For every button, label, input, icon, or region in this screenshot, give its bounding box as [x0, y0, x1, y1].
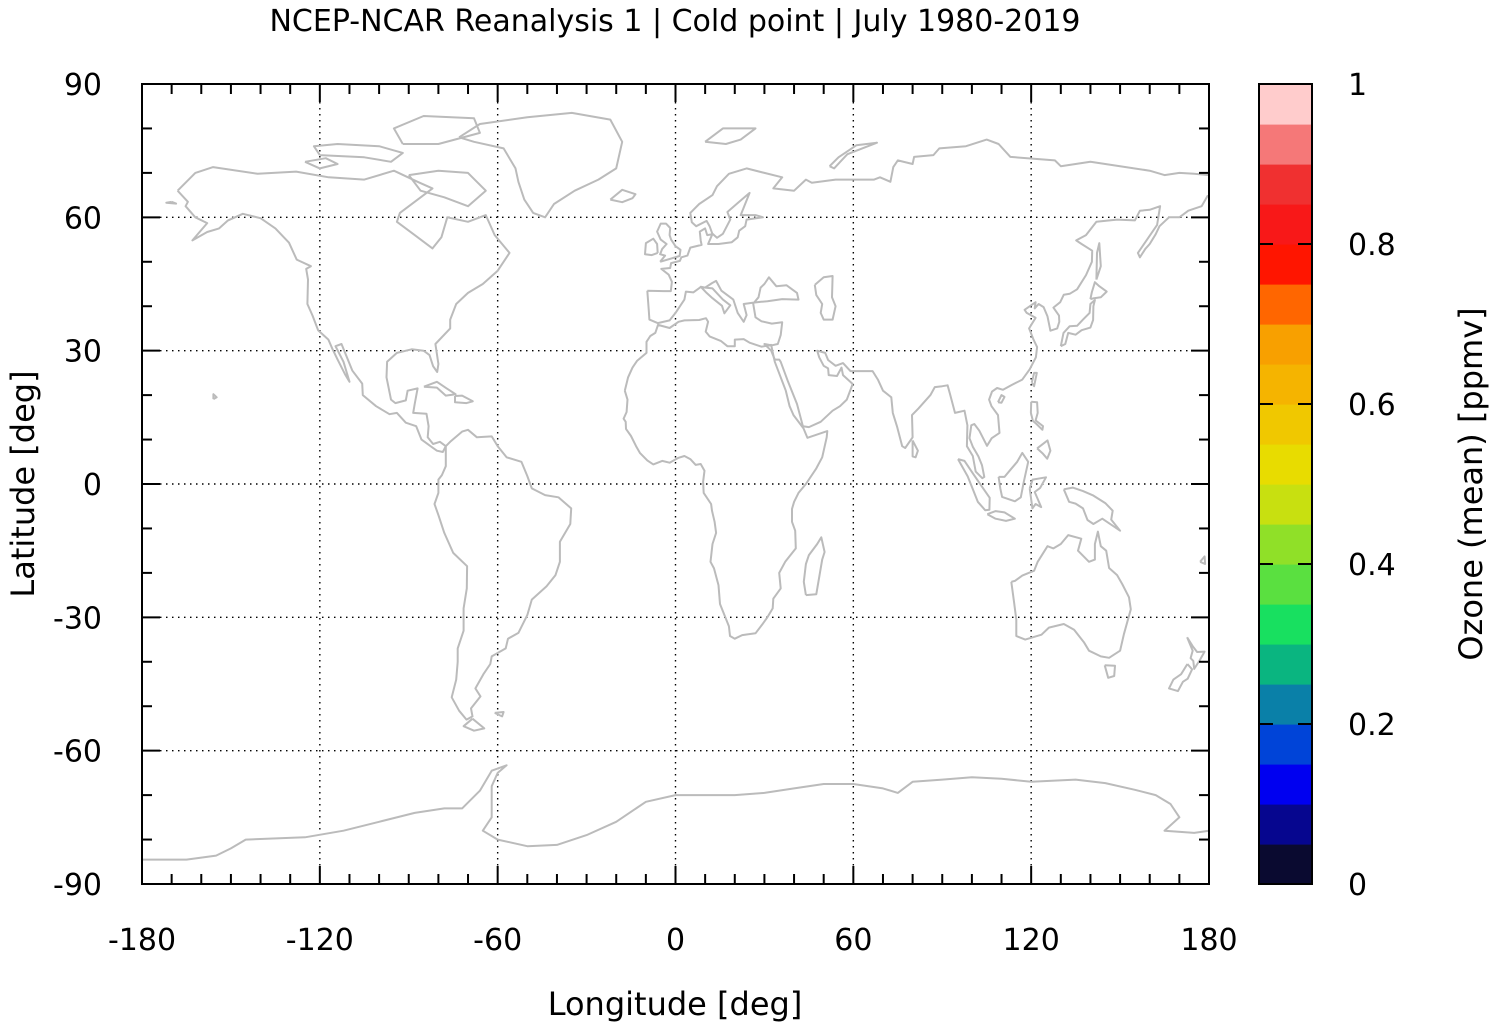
x-tick-labels: -180 -120 -60 0 60 120 180: [108, 923, 1238, 958]
y-tick-label: -90: [53, 868, 102, 903]
coastline: [312, 143, 404, 163]
colorbar-segment: [1259, 164, 1312, 205]
y-tick-label: -30: [53, 601, 102, 636]
coastline: [1168, 663, 1194, 693]
colorbar: [1259, 84, 1312, 885]
coastline: [1059, 299, 1096, 348]
x-tick-label: -120: [286, 923, 354, 958]
colorbar-tick-labels: 0 0.2 0.4 0.6 0.8 1: [1348, 68, 1396, 903]
y-tick-label: 30: [64, 335, 102, 370]
coastline: [656, 222, 682, 263]
coastline: [165, 200, 178, 205]
coastline: [986, 510, 1016, 522]
coastline: [707, 191, 764, 245]
colorbar-segment: [1259, 124, 1312, 165]
coastlines: [142, 111, 1210, 861]
coastline: [212, 393, 218, 400]
colorbar-label: Ozone (mean) [ppmv]: [1452, 307, 1490, 660]
colorbar-segment: [1259, 724, 1312, 765]
y-axis-label: Latitude [deg]: [4, 370, 42, 597]
coastline: [1089, 281, 1108, 301]
colorbar-segment: [1259, 204, 1312, 245]
coastline: [1199, 555, 1207, 565]
colorbar-segment: [1259, 484, 1312, 525]
y-tick-label: -60: [53, 735, 102, 770]
x-tick-label: 60: [834, 923, 872, 958]
colorbar-segment: [1259, 644, 1312, 685]
colorbar-segment: [1259, 404, 1312, 445]
coastline: [423, 380, 457, 397]
coastline: [433, 428, 573, 721]
coastline: [1103, 664, 1116, 679]
coastline: [609, 188, 637, 204]
y-tick-label: 0: [83, 468, 102, 503]
coastline: [813, 275, 837, 321]
coastline: [704, 127, 757, 145]
coastline: [1036, 439, 1052, 460]
colorbar-tick-label: 0.6: [1348, 388, 1396, 423]
coastline: [622, 317, 829, 640]
chart-title: NCEP-NCAR Reanalysis 1 | Cold point | Ju…: [269, 4, 1080, 39]
coastline: [1029, 400, 1044, 431]
colorbar-tick-label: 0.2: [1348, 708, 1396, 743]
coastline: [644, 237, 659, 257]
coastline: [142, 764, 1210, 861]
coastline: [458, 111, 624, 219]
colorbar-segment: [1259, 284, 1312, 325]
coastline: [408, 169, 487, 208]
coastline: [454, 394, 474, 405]
x-tick-label: 180: [1180, 923, 1237, 958]
coastline: [1028, 476, 1047, 510]
y-tick-label: 60: [64, 201, 102, 236]
coastline: [494, 711, 505, 718]
coastline: [828, 141, 878, 170]
coastline: [957, 458, 991, 512]
colorbar-tick-label: 0: [1348, 868, 1367, 903]
coastline: [1062, 486, 1122, 532]
coastline: [1095, 242, 1102, 280]
x-tick-label: -180: [108, 923, 176, 958]
colorbar-segment: [1259, 844, 1312, 885]
coastline: [1186, 636, 1206, 670]
coastline: [646, 138, 1210, 480]
x-tick-label: 0: [666, 923, 685, 958]
coastline: [176, 166, 511, 453]
coastline: [802, 536, 826, 597]
coastline: [911, 439, 919, 459]
colorbar-segment: [1259, 524, 1312, 565]
x-tick-label: 120: [1003, 923, 1060, 958]
plot-frame: [141, 83, 1210, 885]
colorbar-segment: [1259, 564, 1312, 605]
colorbar-segment: [1259, 684, 1312, 725]
coastline: [392, 115, 481, 145]
coastline: [462, 717, 486, 732]
colorbar-segment: [1259, 604, 1312, 645]
colorbar-ticks: [1259, 243, 1312, 725]
coastline: [997, 394, 1006, 404]
colorbar-segment: [1259, 444, 1312, 485]
x-tick-label: -60: [473, 923, 522, 958]
y-tick-labels: -90 -60 -30 0 30 60 90: [53, 68, 102, 903]
colorbar-segment: [1259, 364, 1312, 405]
colorbar-tick-label: 0.8: [1348, 228, 1396, 263]
y-tick-label: 90: [64, 68, 102, 103]
colorbar-segment: [1259, 324, 1312, 365]
colorbar-segment: [1259, 84, 1312, 125]
colorbar-segment: [1259, 764, 1312, 805]
coastline: [1010, 530, 1132, 659]
x-axis-label: Longitude [deg]: [548, 985, 803, 1023]
coastline: [1030, 371, 1038, 388]
coastline: [997, 451, 1030, 503]
colorbar-segment: [1259, 804, 1312, 845]
coastline: [304, 157, 339, 170]
colorbar-segment: [1259, 244, 1312, 285]
grid-lines: [142, 84, 1209, 884]
colorbar-tick-label: 1: [1348, 68, 1367, 103]
colorbar-tick-label: 0.4: [1348, 548, 1396, 583]
colorbar-frame: [1258, 83, 1313, 885]
